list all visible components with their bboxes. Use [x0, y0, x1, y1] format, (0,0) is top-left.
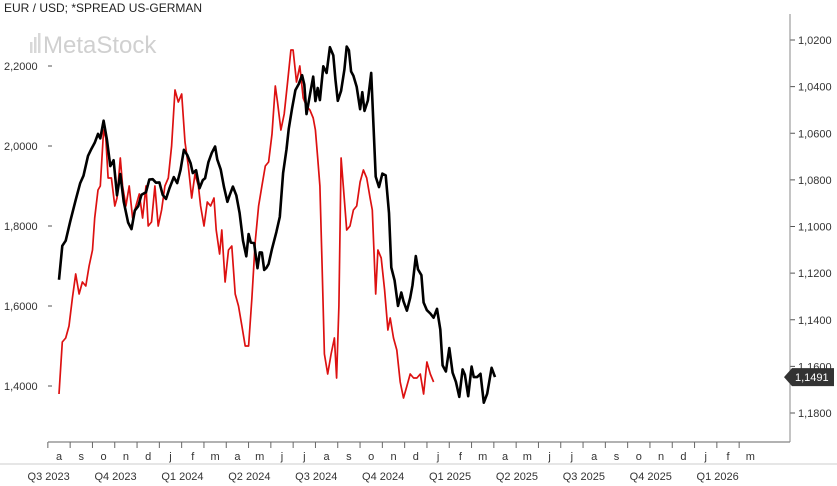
x-month-label: j	[302, 451, 305, 463]
x-month-label: s	[614, 451, 620, 463]
watermark-bar-3	[38, 33, 41, 53]
last-value-label: 1,1491	[795, 372, 829, 384]
eurusd-line	[57, 45, 497, 404]
left-tick-label: 2,2000	[4, 61, 38, 73]
x-month-label: a	[324, 451, 331, 463]
right-tick-label: 1,0800	[798, 175, 832, 187]
watermark-bar-2	[34, 37, 37, 53]
left-tick-label: 2,0000	[4, 141, 38, 153]
x-quarter-label: Q3 2024	[295, 471, 337, 483]
x-month-label: m	[746, 451, 755, 463]
x-month-label: m	[523, 451, 532, 463]
spread-us-german-line	[58, 49, 435, 399]
x-month-label: n	[658, 451, 664, 463]
x-month-label: m	[211, 451, 220, 463]
x-month-label: d	[145, 451, 151, 463]
x-month-label: s	[79, 451, 85, 463]
x-month-label: n	[390, 451, 396, 463]
right-tick-label: 1,1200	[798, 268, 832, 280]
x-month-label: a	[502, 451, 509, 463]
x-axis: a s o n d j f m a m j j a s o n d j f m a m j j a s o n d j f m Q3 2023 Q…	[28, 442, 755, 483]
x-month-label: a	[234, 451, 241, 463]
x-quarter-label: Q3 2023	[28, 471, 70, 483]
x-month-label: f	[726, 451, 730, 463]
left-tick-label: 1,8000	[4, 221, 38, 233]
x-month-label: j	[547, 451, 550, 463]
x-month-label: m	[478, 451, 487, 463]
right-tick-label: 1,0200	[798, 35, 832, 47]
x-month-label: j	[280, 451, 283, 463]
right-tick-label: 1,1000	[798, 222, 832, 234]
x-quarter-label: Q2 2025	[496, 471, 538, 483]
x-quarter-label: Q4 2024	[362, 471, 404, 483]
left-axis: 1,4000 1,6000 1,8000 2,0000 2,2000	[4, 61, 52, 393]
x-month-label: f	[191, 451, 195, 463]
x-quarter-label: Q1 2024	[161, 471, 203, 483]
x-quarter-label: Q4 2023	[94, 471, 136, 483]
x-month-label: a	[591, 451, 598, 463]
x-month-label: j	[570, 451, 573, 463]
x-month-label: o	[368, 451, 374, 463]
x-month-label: n	[123, 451, 129, 463]
x-quarter-label: Q1 2026	[697, 471, 739, 483]
x-month-label: f	[459, 451, 463, 463]
x-quarter-label: Q3 2025	[563, 471, 605, 483]
watermark-text: MetaStock	[43, 32, 157, 59]
x-quarter-label: Q4 2025	[630, 471, 672, 483]
left-tick-label: 1,4000	[4, 381, 38, 393]
right-tick-label: 1,1400	[798, 315, 832, 327]
x-month-label: s	[346, 451, 352, 463]
x-month-label: m	[255, 451, 264, 463]
right-axis: 1,0200 1,0400 1,0600 1,0800 1,1000 1,1200 1,14…	[790, 35, 832, 420]
last-value-badge: 1,1491	[784, 368, 834, 387]
x-month-label: o	[636, 451, 642, 463]
x-month-label: j	[168, 451, 171, 463]
right-tick-label: 1,0600	[798, 128, 832, 140]
x-month-label: o	[101, 451, 107, 463]
x-month-label: d	[680, 451, 686, 463]
chart-title: EUR / USD; *SPREAD US-GERMAN	[4, 1, 202, 15]
left-tick-label: 1,6000	[4, 301, 38, 313]
x-month-label: j	[436, 451, 439, 463]
right-tick-label: 1,1800	[798, 408, 832, 420]
watermark: MetaStock	[30, 32, 157, 59]
x-quarter-label: Q2 2024	[228, 471, 270, 483]
last-value-badge-shape	[784, 368, 834, 387]
right-tick-label: 1,0400	[798, 82, 832, 94]
x-quarter-label: Q1 2025	[429, 471, 471, 483]
watermark-bar-1	[30, 42, 33, 53]
x-month-label: a	[56, 451, 63, 463]
x-month-label: d	[413, 451, 419, 463]
x-month-label: j	[703, 451, 706, 463]
